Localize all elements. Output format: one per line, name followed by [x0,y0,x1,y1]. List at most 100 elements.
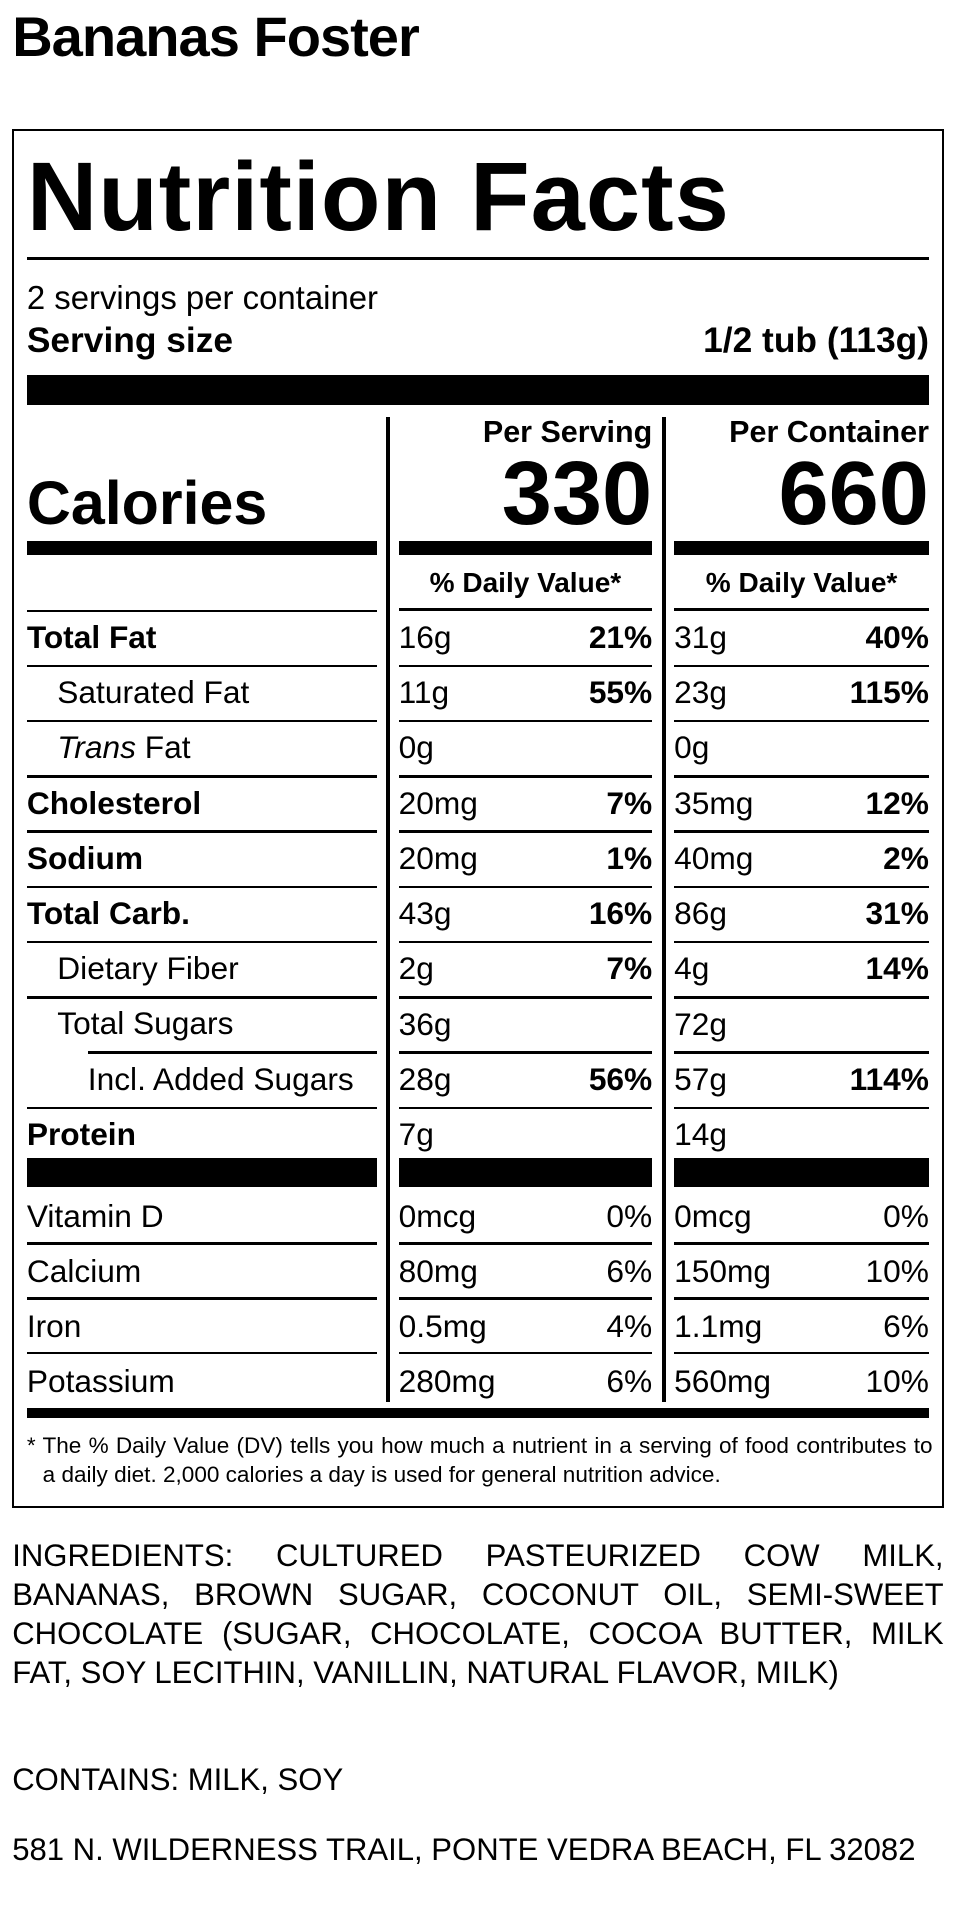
amount: 36g [398,1005,452,1042]
name-part: Total Fat [26,618,157,655]
rule [26,1106,377,1110]
calories-value: 660 [778,443,929,545]
ingredients: INGREDIENTS: CULTURED PASTEURIZED COW MI… [12,1538,944,1691]
amount: 0mcg [674,1198,752,1235]
amount: 16g [398,618,452,655]
amount: 31g [674,618,728,655]
nutrient-name: Saturated Fat [57,672,249,713]
rule [674,775,929,778]
daily-value: 0% [606,1198,653,1235]
thick-bar [26,1408,929,1418]
rule [26,1242,377,1245]
amount: 0mcg [398,1198,477,1235]
rule [26,996,377,999]
amount: 57g [674,1060,728,1097]
column-header: Per Container [729,414,929,449]
calories-value: 330 [501,443,653,545]
rule [398,664,653,668]
vitamin-name: Iron [26,1307,82,1344]
rule [674,608,929,611]
vitamin-name: Potassium [26,1362,175,1399]
name-part: Total Carb. [26,894,190,931]
amount: 560mg [674,1362,772,1399]
rule [26,609,377,612]
daily-value: 16% [588,895,653,932]
daily-value: 12% [865,784,929,821]
daily-value: 40% [865,618,929,655]
column-divider [386,416,391,1402]
amount: 0g [674,729,710,766]
name-part: Cholesterol [26,784,202,821]
label-box [12,129,944,1509]
daily-value: 1% [606,839,653,876]
daily-value: 31% [865,895,929,932]
thick-bar [26,375,929,405]
daily-value: 0% [883,1198,929,1235]
servings: 2 servings per container [26,279,378,317]
amount: 7g [398,1116,434,1153]
name-part: Saturated Fat [57,674,250,711]
address: 581 N. WILDERNESS TRAIL, PONTE VEDRA BEA… [12,1831,916,1867]
amount: 80mg [398,1252,478,1289]
rule [398,885,653,889]
nutrient-name: Incl. Added Sugars [88,1059,354,1100]
amount: 0g [398,729,434,766]
rule [26,830,377,833]
daily-value: 55% [588,674,653,711]
calories-bar [26,541,377,555]
rule [674,1051,929,1054]
rule [398,996,653,999]
rule [674,1106,929,1110]
nutrient-name: Trans Fat [57,727,190,768]
daily-value: 2% [883,839,929,876]
serving-size: 1/2 tub (113g) [703,321,929,361]
amount: 20mg [398,784,478,821]
amount: 40mg [674,839,754,876]
daily-value: 10% [865,1252,929,1289]
rule [674,1242,929,1245]
daily-value: 56% [588,1060,653,1097]
nutrient-name: Total Carb. [27,893,190,934]
name-part: Incl. Added Sugars [87,1060,354,1097]
amount: 11g [398,674,450,711]
rule [26,257,929,260]
amount: 150mg [674,1252,772,1289]
amount: 28g [398,1060,452,1097]
rule [26,1297,377,1300]
nutrient-name: Protein [27,1114,136,1155]
name-part: Trans [57,729,136,766]
rule [674,664,929,668]
rule [398,1297,653,1300]
rule [398,940,653,944]
rule [398,608,653,611]
daily-value: 115% [849,674,929,711]
rule [674,940,929,944]
rule [674,1297,929,1300]
thick-bar [674,1157,929,1188]
serving-size-label: Serving size [26,321,234,361]
footnote: * The % Daily Value (DV) tells you how m… [26,1433,933,1488]
rule [674,885,929,889]
thick-bar [398,1157,653,1188]
name-part: Sodium [26,839,143,876]
dv-header: % Daily Value* [705,566,898,598]
rule [26,775,377,778]
amount: 14g [674,1116,728,1153]
amount: 35mg [674,784,754,821]
nutrient-name: Total Sugars [57,1003,233,1044]
column-header: Per Serving [482,414,653,449]
rule [674,830,929,833]
rule [398,1351,653,1355]
column-divider [661,416,666,1402]
nutrient-name: Dietary Fiber [57,948,238,989]
amount: 72g [674,1005,728,1042]
name-part: Protein [26,1115,136,1152]
nutrient-name: Sodium [27,838,143,879]
amount: 4g [674,950,710,987]
thick-bar [26,1157,377,1188]
rule [26,1351,377,1355]
dv-header: % Daily Value* [429,566,622,598]
rule [674,720,929,723]
name-part: Dietary Fiber [57,950,239,987]
rule [398,1106,653,1110]
